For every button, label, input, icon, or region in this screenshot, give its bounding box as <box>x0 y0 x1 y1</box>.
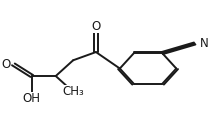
Text: N: N <box>200 37 209 50</box>
Text: OH: OH <box>23 92 41 105</box>
Text: O: O <box>1 58 10 71</box>
Text: CH₃: CH₃ <box>62 85 84 98</box>
Text: O: O <box>91 20 101 32</box>
